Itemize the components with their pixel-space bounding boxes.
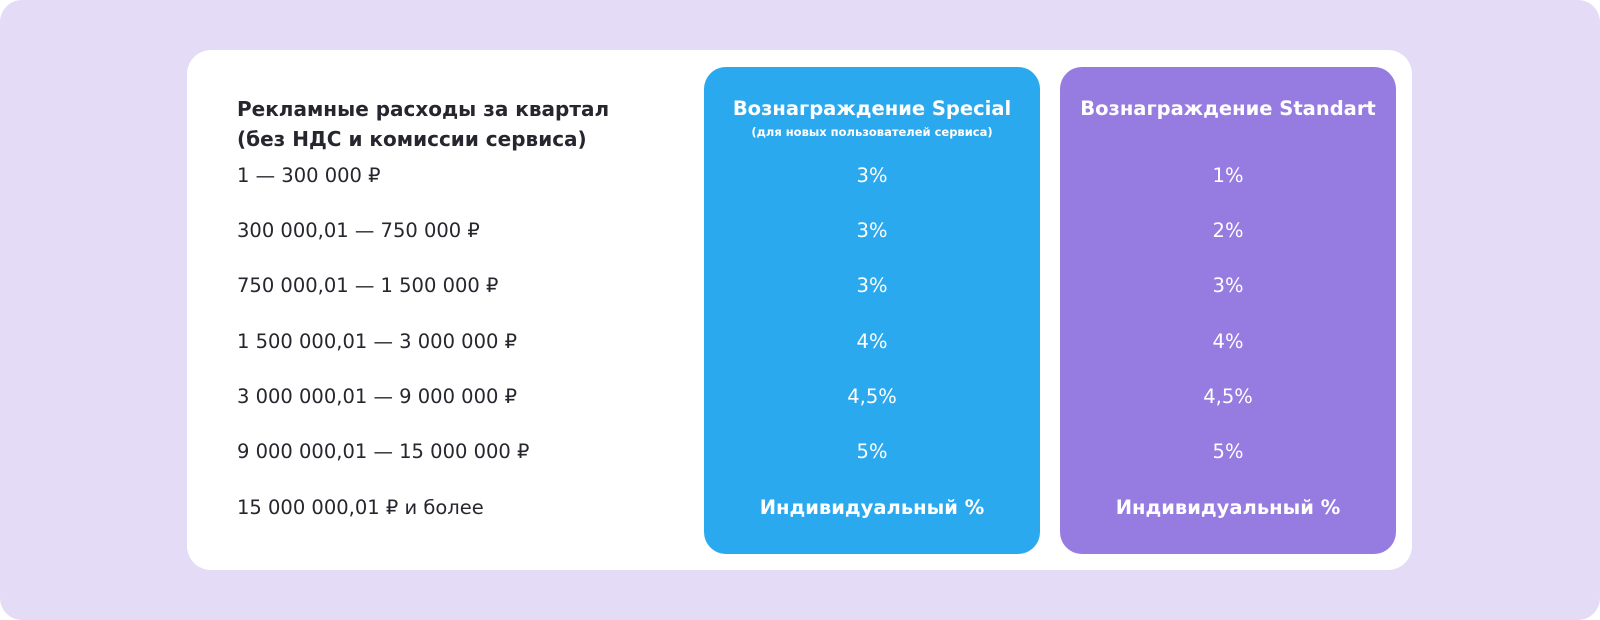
- special-column: Вознаграждение Special (для новых пользо…: [704, 67, 1040, 554]
- special-rate-cell: Индивидуальный %: [759, 496, 985, 519]
- rewards-table-card: Вознаграждение Special (для новых пользо…: [187, 50, 1412, 570]
- standart-rate-cell: 1%: [1212, 164, 1244, 187]
- range-header-line2: (без НДС и комиссии сервиса): [237, 127, 587, 151]
- table-row: 300 000,01 — 750 000 ₽ 3% 2%: [187, 216, 1412, 246]
- range-cell: 1 — 300 000 ₽: [237, 164, 381, 187]
- standart-rate-cell: 2%: [1212, 219, 1244, 242]
- table-row: 750 000,01 — 1 500 000 ₽ 3% 3%: [187, 271, 1412, 301]
- table-row: 1 — 300 000 ₽ 3% 1%: [187, 161, 1412, 191]
- special-column-subtitle: (для новых пользователей сервиса): [751, 125, 993, 139]
- range-cell: 300 000,01 — 750 000 ₽: [237, 219, 480, 242]
- table-row: 9 000 000,01 — 15 000 000 ₽ 5% 5%: [187, 437, 1412, 467]
- table-row: 3 000 000,01 — 9 000 000 ₽ 4,5% 4,5%: [187, 382, 1412, 412]
- standart-rate-cell: 3%: [1212, 274, 1244, 297]
- standart-rate-cell: 4%: [1212, 330, 1244, 353]
- range-cell: 1 500 000,01 — 3 000 000 ₽: [237, 330, 517, 353]
- standart-rate-cell: 4,5%: [1203, 385, 1253, 408]
- range-cell: 9 000 000,01 — 15 000 000 ₽: [237, 440, 530, 463]
- range-cell: 750 000,01 — 1 500 000 ₽: [237, 274, 499, 297]
- special-rate-cell: 4%: [856, 330, 888, 353]
- table-row: 15 000 000,01 ₽ и более Индивидуальный %…: [187, 493, 1412, 523]
- special-rate-cell: 4,5%: [847, 385, 897, 408]
- special-column-title: Вознаграждение Special: [732, 97, 1012, 120]
- range-header-line1: Рекламные расходы за квартал: [237, 97, 610, 121]
- special-rate-cell: 3%: [856, 219, 888, 242]
- standart-rate-cell: 5%: [1212, 440, 1244, 463]
- standart-column-title: Вознаграждение Standart: [1080, 97, 1376, 120]
- special-rate-cell: 3%: [856, 164, 888, 187]
- special-rate-cell: 5%: [856, 440, 888, 463]
- range-cell: 15 000 000,01 ₽ и более: [237, 496, 484, 519]
- standart-rate-cell: Индивидуальный %: [1115, 496, 1341, 519]
- range-cell: 3 000 000,01 — 9 000 000 ₽: [237, 385, 517, 408]
- range-column-header: Рекламные расходы за квартал (без НДС и …: [237, 94, 677, 154]
- special-rate-cell: 3%: [856, 274, 888, 297]
- table-row: 1 500 000,01 — 3 000 000 ₽ 4% 4%: [187, 327, 1412, 357]
- standart-column: Вознаграждение Standart: [1060, 67, 1396, 554]
